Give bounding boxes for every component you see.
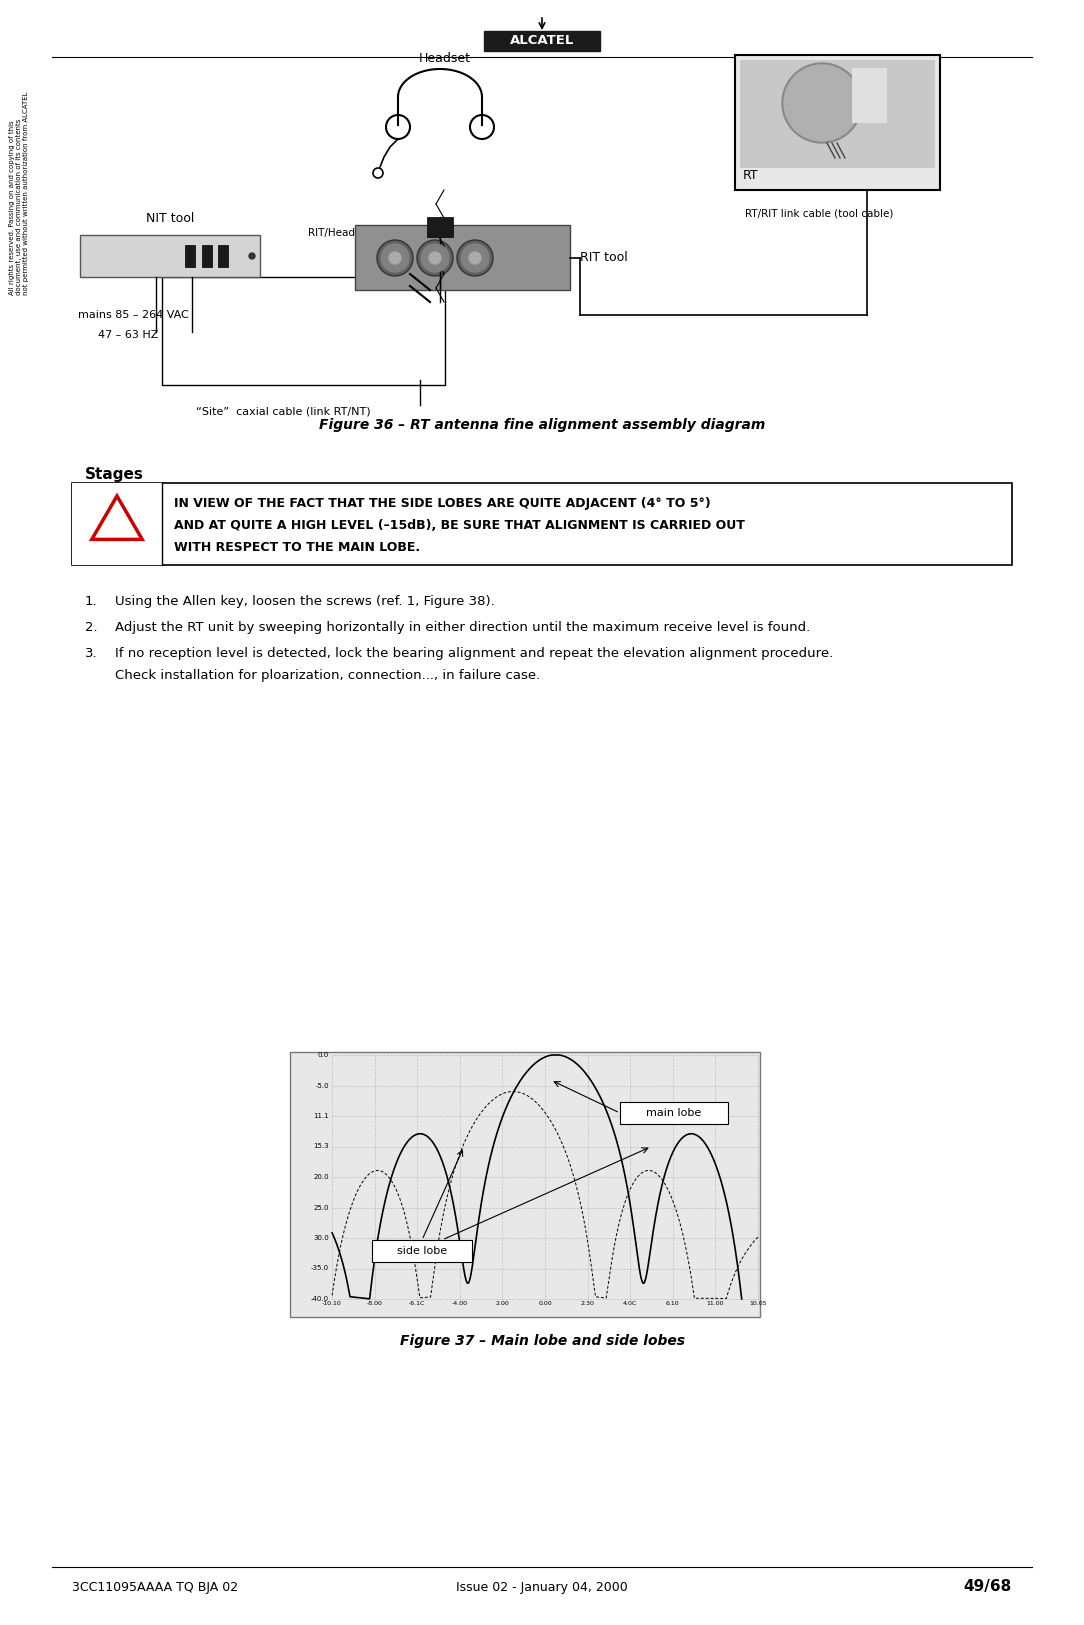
Bar [740, 60, 935, 167]
Bar [354, 224, 570, 289]
Bar [218, 245, 228, 266]
Text: 0.00: 0.00 [538, 1302, 552, 1306]
Text: -8.00: -8.00 [366, 1302, 383, 1306]
Circle shape [429, 252, 441, 263]
Text: 0.0: 0.0 [318, 1051, 330, 1058]
Circle shape [389, 252, 401, 263]
Text: 2.00: 2.00 [495, 1302, 509, 1306]
Circle shape [782, 63, 862, 143]
Text: RT: RT [743, 169, 759, 182]
Text: 15.3: 15.3 [313, 1144, 330, 1149]
Circle shape [380, 244, 409, 271]
Bar [185, 245, 195, 266]
Circle shape [421, 244, 449, 271]
Text: 49/68: 49/68 [964, 1580, 1012, 1594]
Bar [72, 483, 1012, 566]
Circle shape [461, 244, 489, 271]
Text: -5.0: -5.0 [315, 1082, 330, 1089]
Text: 4.0C: 4.0C [623, 1302, 637, 1306]
Text: IN VIEW OF THE FACT THAT THE SIDE LOBES ARE QUITE ADJACENT (4° TO 5°): IN VIEW OF THE FACT THAT THE SIDE LOBES … [175, 497, 711, 510]
Bar [291, 1051, 760, 1316]
Text: 25.0: 25.0 [313, 1204, 330, 1211]
Polygon shape [92, 496, 142, 540]
Text: -4.00: -4.00 [452, 1302, 468, 1306]
Bar [427, 218, 453, 237]
Text: Using the Allen key, loosen the screws (ref. 1, Figure 38).: Using the Allen key, loosen the screws (… [115, 595, 494, 608]
Text: Adjust the RT unit by sweeping horizontally in either direction until the maximu: Adjust the RT unit by sweeping horizonta… [115, 621, 810, 634]
Text: 30.0: 30.0 [313, 1235, 330, 1242]
Text: document, use and communication of its contents: document, use and communication of its c… [16, 119, 22, 296]
Text: 11.00: 11.00 [707, 1302, 724, 1306]
Circle shape [784, 65, 860, 141]
Text: 11.1: 11.1 [313, 1113, 330, 1120]
Text: 6.10: 6.10 [666, 1302, 680, 1306]
Text: WITH RESPECT TO THE MAIN LOBE.: WITH RESPECT TO THE MAIN LOBE. [175, 541, 421, 554]
Circle shape [469, 252, 481, 263]
Text: RIT/Headset tool cable: RIT/Headset tool cable [308, 228, 425, 237]
Text: mains 85 – 264 VAC: mains 85 – 264 VAC [78, 310, 189, 320]
Circle shape [377, 240, 413, 276]
Bar [72, 483, 162, 566]
Text: Figure 37 – Main lobe and side lobes: Figure 37 – Main lobe and side lobes [400, 1334, 684, 1349]
Bar [620, 1102, 728, 1124]
Text: Issue 02 - January 04, 2000: Issue 02 - January 04, 2000 [456, 1581, 628, 1594]
Text: not permitted without written authorization from ALCATEL: not permitted without written authorizat… [23, 91, 29, 296]
Text: 47 – 63 HZ: 47 – 63 HZ [98, 330, 158, 340]
Bar [202, 245, 212, 266]
Circle shape [417, 240, 453, 276]
Bar [80, 236, 260, 276]
Bar [162, 276, 446, 385]
Text: 2.: 2. [85, 621, 98, 634]
Text: Headset: Headset [420, 52, 472, 65]
Text: main lobe: main lobe [646, 1108, 701, 1118]
Text: 10.05: 10.05 [749, 1302, 766, 1306]
Text: 1.: 1. [85, 595, 98, 608]
Text: -6.1C: -6.1C [409, 1302, 425, 1306]
Text: 3CC11095AAAA TQ BJA 02: 3CC11095AAAA TQ BJA 02 [72, 1581, 238, 1594]
Bar [735, 55, 940, 190]
Text: Check installation for ploarization, connection..., in failure case.: Check installation for ploarization, con… [115, 670, 540, 682]
Text: 2.30: 2.30 [581, 1302, 594, 1306]
Text: If no reception level is detected, lock the bearing alignment and repeat the ele: If no reception level is detected, lock … [115, 647, 834, 660]
Text: -35.0: -35.0 [311, 1266, 330, 1271]
Text: RT/RIT link cable (tool cable): RT/RIT link cable (tool cable) [745, 208, 893, 218]
Bar [852, 68, 887, 124]
Text: RIT tool: RIT tool [580, 250, 628, 263]
Text: Stages: Stages [85, 468, 144, 483]
Circle shape [249, 254, 255, 258]
Text: 3.: 3. [85, 647, 98, 660]
Text: NIT tool: NIT tool [146, 211, 194, 224]
Text: 20.0: 20.0 [313, 1173, 330, 1180]
Text: -10.10: -10.10 [322, 1302, 341, 1306]
Text: -40.0: -40.0 [311, 1297, 330, 1302]
Text: ALCATEL: ALCATEL [509, 34, 575, 47]
Text: Figure 36 – RT antenna fine alignment assembly diagram: Figure 36 – RT antenna fine alignment as… [319, 418, 765, 432]
Text: All rights reserved. Passing on and copying of this: All rights reserved. Passing on and copy… [9, 120, 15, 296]
Bar [483, 31, 601, 50]
Text: side lobe: side lobe [397, 1246, 447, 1256]
Text: “Site”  caxial cable (link RT/NT): “Site” caxial cable (link RT/NT) [196, 406, 371, 418]
Bar [372, 1240, 472, 1263]
Text: AND AT QUITE A HIGH LEVEL (–15dB), BE SURE THAT ALIGNMENT IS CARRIED OUT: AND AT QUITE A HIGH LEVEL (–15dB), BE SU… [175, 518, 745, 531]
Circle shape [457, 240, 493, 276]
